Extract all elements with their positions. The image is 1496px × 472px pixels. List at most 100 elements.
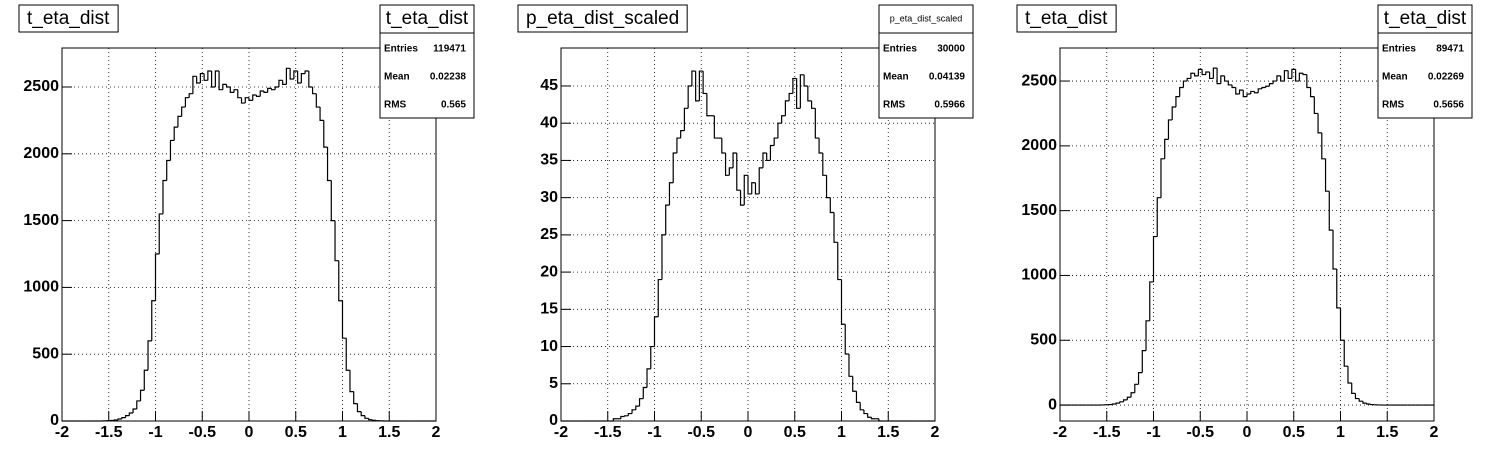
histogram-bin — [278, 79, 283, 88]
histogram-bin — [267, 87, 272, 93]
histogram-bin — [1209, 71, 1214, 80]
histogram-bin — [1313, 96, 1319, 115]
y-tick-label: 0 — [549, 412, 558, 429]
histogram-bin — [308, 70, 313, 88]
histogram-bin — [1328, 191, 1334, 231]
histogram-bin — [1130, 392, 1135, 398]
histogram-bin — [796, 78, 801, 109]
histogram-bin — [1175, 96, 1180, 107]
histogram-bin — [319, 107, 324, 122]
histogram-bin — [1238, 89, 1244, 95]
histogram-bin — [263, 91, 268, 93]
histogram-bin — [672, 152, 677, 183]
histogram-bin — [653, 316, 659, 347]
frame — [61, 47, 437, 422]
histogram-bin — [360, 411, 365, 417]
histogram-bin — [1152, 235, 1158, 282]
histogram-bin — [274, 86, 279, 90]
y-tick-label: 40 — [540, 114, 558, 131]
y-tick-label: 35 — [540, 152, 558, 169]
histogram-bin — [1283, 70, 1289, 82]
y-tick-label: 1000 — [23, 279, 59, 296]
histogram-bin — [829, 197, 835, 214]
histogram-bin — [807, 85, 812, 102]
stats-box — [379, 4, 475, 119]
histogram-bin — [792, 77, 797, 94]
histogram-bin — [1212, 67, 1218, 79]
histogram-bin — [852, 376, 857, 392]
histogram-bin — [289, 68, 294, 80]
stats-label: RMS — [384, 100, 407, 111]
x-tick-label: -0.5 — [687, 424, 715, 441]
histogram-bin — [166, 159, 171, 181]
histogram-bin — [304, 70, 309, 74]
histogram-bin — [371, 419, 377, 421]
y-tick-label: 500 — [32, 345, 59, 362]
histogram-bin — [300, 73, 306, 84]
histogram-bin — [803, 74, 808, 87]
histogram-bin — [863, 409, 868, 415]
histogram-bin — [338, 260, 343, 302]
histogram-bin — [259, 90, 264, 97]
histogram-bin — [687, 85, 692, 109]
histogram-bin — [1309, 87, 1315, 98]
histogram-bin — [1354, 393, 1360, 400]
histogram-bin — [631, 409, 636, 414]
histogram-bin — [650, 345, 655, 369]
histogram-bin — [1253, 91, 1259, 94]
histogram-bin — [192, 75, 197, 94]
histogram-bin — [728, 167, 734, 176]
histogram-bin — [706, 93, 711, 117]
histogram-bin — [293, 70, 298, 79]
x-tick-label: 2 — [931, 424, 940, 441]
histogram-bin — [1321, 132, 1326, 160]
histogram-bin — [244, 97, 249, 104]
stats-value: 0.565 — [441, 100, 466, 111]
stats-label: RMS — [883, 100, 906, 111]
histogram-bin — [1119, 401, 1124, 404]
x-tick-label: -1.5 — [1093, 424, 1121, 441]
y-tick-label: 25 — [540, 226, 558, 243]
histogram-bin — [1332, 230, 1337, 270]
histogram-bin — [638, 398, 644, 407]
stats-box — [878, 4, 974, 119]
x-tick-label: -0.5 — [1186, 424, 1214, 441]
histogram-bin — [683, 107, 689, 131]
y-tick-label: 10 — [540, 338, 558, 355]
stats-value: 0.02269 — [1428, 72, 1465, 83]
histogram-bin — [799, 74, 805, 109]
histogram-bin — [769, 144, 775, 161]
frame — [1059, 47, 1435, 422]
histogram-bin — [1231, 84, 1236, 89]
stats-value: 0.04139 — [929, 72, 966, 83]
histogram-bin — [1126, 396, 1132, 400]
histogram-bin — [154, 253, 160, 301]
histogram-bin — [825, 175, 831, 199]
x-tick-label: -2 — [1053, 424, 1067, 441]
stats-label: Entries — [883, 44, 917, 55]
histogram-bin — [739, 190, 745, 206]
histogram-bin — [1276, 75, 1281, 82]
histogram-bin — [743, 174, 748, 206]
histogram-bin — [781, 115, 786, 124]
x-tick-label: 2 — [432, 424, 441, 441]
histogram-bin — [255, 95, 261, 97]
histogram-bin — [177, 115, 182, 128]
histogram-bin — [1227, 81, 1233, 86]
histogram-bin — [1179, 86, 1184, 97]
y-tick-label: 2000 — [23, 145, 59, 162]
histogram-bin — [136, 400, 141, 409]
histogram-bin — [657, 278, 662, 317]
histogram-bin — [724, 152, 730, 176]
y-tick-label: 2500 — [1021, 72, 1057, 89]
stats-value: 119471 — [433, 44, 466, 55]
histogram-bin — [315, 93, 321, 108]
x-tick-label: -1.5 — [594, 424, 622, 441]
stats-label: Mean — [384, 72, 410, 83]
histogram-bin — [1201, 69, 1206, 76]
histogram-bin — [1122, 399, 1128, 402]
histogram-bin — [128, 412, 134, 416]
histogram-bin — [252, 94, 257, 101]
histogram-bin — [353, 391, 358, 405]
